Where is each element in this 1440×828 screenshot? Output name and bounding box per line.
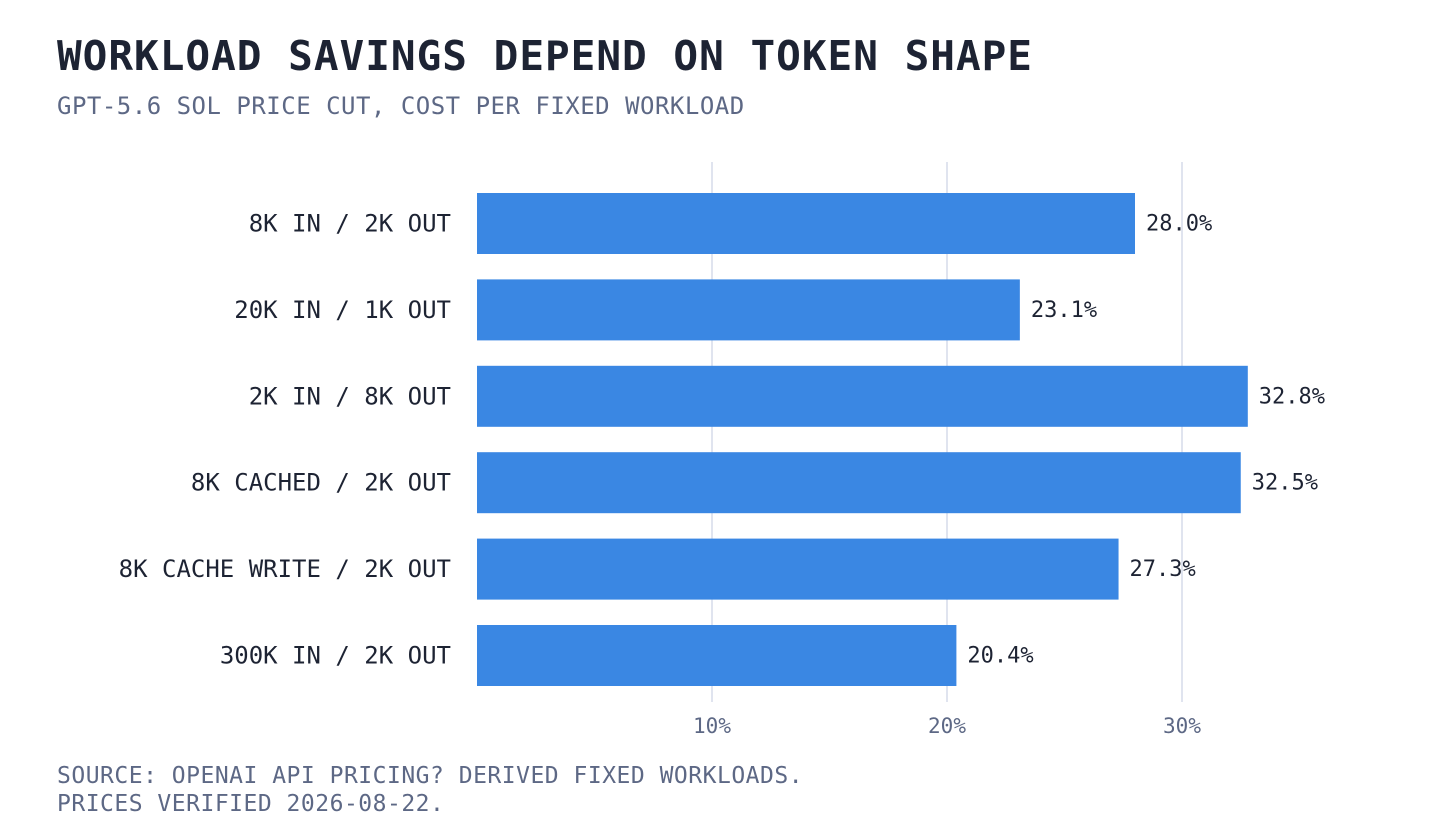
category-label-4: 8K CACHED / 2K OUT [191, 469, 451, 497]
value-label-1: 28.0% [1146, 212, 1212, 237]
value-label-4: 32.5% [1252, 471, 1318, 496]
bar-6 [477, 625, 957, 686]
bar-2 [477, 279, 1020, 341]
chart-title: WORKLOAD SAVINGS DEPEND ON TOKEN SHAPE [57, 32, 1033, 80]
category-label-5: 8K CACHE WRITE / 2K OUT [119, 555, 451, 583]
bar-4 [477, 452, 1241, 514]
value-label-6: 20.4% [967, 644, 1033, 669]
chart-subtitle: GPT-5.6 SOL PRICE CUT, COST PER FIXED WO… [57, 92, 745, 120]
value-label-5: 27.3% [1130, 557, 1196, 582]
value-label-2: 23.1% [1031, 298, 1097, 323]
x-tick-label-30: 30% [1163, 714, 1201, 738]
category-label-3: 2K IN / 8K OUT [249, 382, 451, 410]
bar-1 [477, 193, 1135, 254]
x-tick-label-10: 10% [693, 714, 731, 738]
category-label-1: 8K IN / 2K OUT [249, 210, 451, 238]
source-line-2: PRICES VERIFIED 2026-08-22. [57, 791, 445, 817]
source-line-1: SOURCE: OPENAI API PRICING? DERIVED FIXE… [57, 763, 804, 789]
value-label-3: 32.8% [1259, 384, 1325, 409]
bar-5 [477, 538, 1119, 600]
category-label-6: 300K IN / 2K OUT [220, 642, 451, 670]
x-tick-label-20: 20% [928, 714, 966, 738]
category-label-2: 20K IN / 1K OUT [234, 296, 451, 324]
bar-3 [477, 365, 1248, 427]
source-note: SOURCE: OPENAI API PRICING? DERIVED FIXE… [57, 762, 803, 818]
